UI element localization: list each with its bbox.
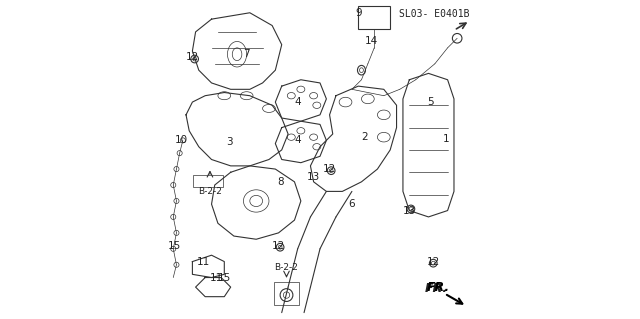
Text: 11: 11 <box>197 256 210 267</box>
Text: 7: 7 <box>243 49 250 59</box>
Text: B-2-2: B-2-2 <box>275 263 298 272</box>
Text: 13: 13 <box>403 205 416 216</box>
Text: 10: 10 <box>175 135 188 145</box>
Text: 15: 15 <box>168 241 182 251</box>
Text: SL03- E0401B: SL03- E0401B <box>399 9 470 19</box>
Text: 6: 6 <box>349 199 355 209</box>
Text: 5: 5 <box>427 97 433 107</box>
Text: 2: 2 <box>362 132 368 142</box>
Text: B-2-2: B-2-2 <box>198 187 222 196</box>
Text: 4: 4 <box>294 97 301 107</box>
Text: 12: 12 <box>186 52 199 62</box>
Text: 12: 12 <box>427 256 440 267</box>
Text: FR.: FR. <box>426 281 449 293</box>
Text: 12: 12 <box>272 241 285 251</box>
Text: 14: 14 <box>364 36 378 47</box>
Text: 15: 15 <box>218 272 231 283</box>
Text: 9: 9 <box>355 8 362 18</box>
Text: 1: 1 <box>443 134 449 144</box>
Text: 12: 12 <box>323 164 336 174</box>
Text: 13: 13 <box>307 172 320 182</box>
Text: 11: 11 <box>210 272 223 283</box>
Text: FR.: FR. <box>424 282 447 295</box>
Text: 4: 4 <box>294 135 301 145</box>
Text: 3: 3 <box>226 137 232 147</box>
Text: 8: 8 <box>277 177 284 187</box>
